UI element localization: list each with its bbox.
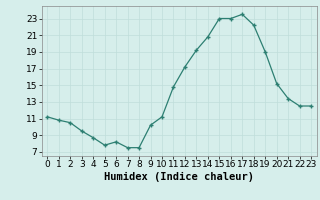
X-axis label: Humidex (Indice chaleur): Humidex (Indice chaleur) [104, 172, 254, 182]
